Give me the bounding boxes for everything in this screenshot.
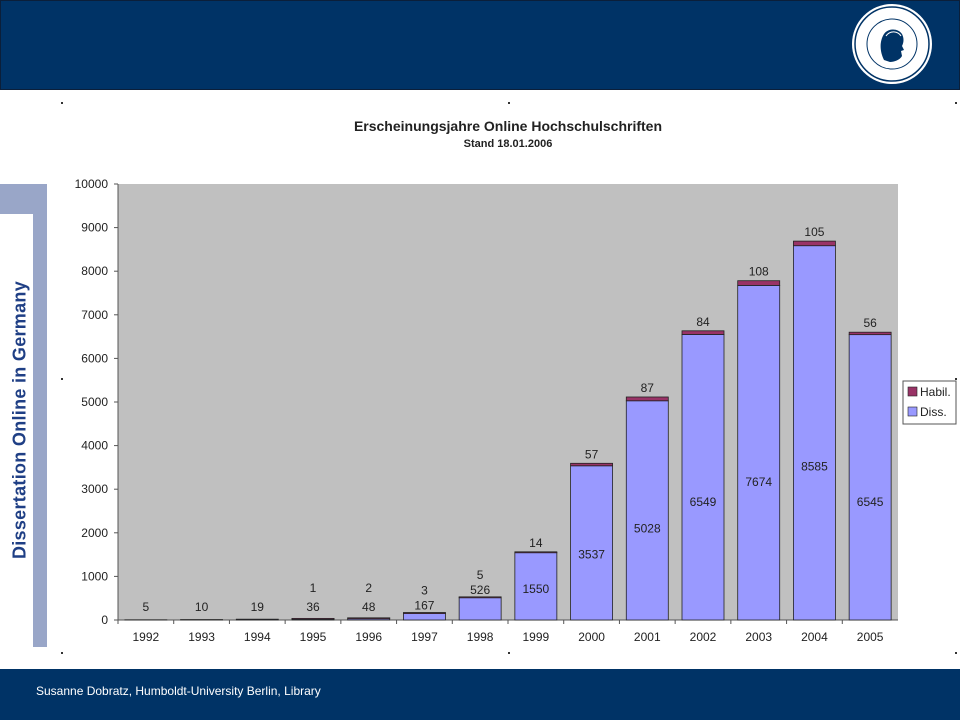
bar-habil: [681, 330, 725, 335]
x-tick-label: 2002: [690, 630, 717, 644]
data-label-habil: 84: [696, 315, 710, 329]
corner-dot: [61, 378, 63, 380]
bar-diss: [570, 465, 613, 621]
legend-swatch-diss: [907, 406, 918, 417]
y-tick-label: 5000: [81, 395, 108, 409]
bar-habil: [625, 396, 669, 402]
y-tick-label: 9000: [81, 221, 108, 235]
bar-habil: [793, 240, 836, 247]
bar-habil: [570, 462, 613, 467]
x-tick-label: 1996: [355, 630, 382, 644]
data-label-habil: 87: [641, 381, 655, 395]
x-tick-label: 1998: [467, 630, 494, 644]
bar-diss: [848, 334, 892, 621]
data-label-diss: 5028: [634, 521, 661, 535]
side-tab-bar: [33, 184, 47, 647]
legend-swatch-habil: [907, 386, 918, 397]
bar-habil: [458, 596, 502, 599]
footer-text: Susanne Dobratz, Humboldt-University Ber…: [36, 684, 321, 698]
corner-dot: [955, 652, 957, 654]
legend-label-diss: Diss.: [920, 405, 947, 419]
x-tick-label: 2004: [801, 630, 828, 644]
university-seal: [852, 4, 932, 84]
corner-dot: [508, 652, 510, 654]
legend-label-habil: Habil.: [920, 385, 951, 399]
chart-title: Erscheinungsjahre Online Hochschulschrif…: [354, 118, 662, 134]
data-label-diss: 5: [143, 600, 150, 614]
data-label-diss: 167: [414, 599, 434, 613]
x-tick-label: 2001: [634, 630, 661, 644]
bar-habil: [737, 280, 781, 286]
x-tick-label: 1993: [188, 630, 215, 644]
plot-background: [118, 184, 898, 620]
bar-habil: [403, 612, 446, 614]
y-tick-label: 8000: [81, 264, 108, 278]
bar-diss: [514, 552, 558, 621]
y-tick-label: 6000: [81, 351, 108, 365]
x-tick-label: 1995: [300, 630, 327, 644]
bar-diss: [737, 285, 781, 621]
data-label-diss: 48: [362, 600, 376, 614]
x-tick-label: 1997: [411, 630, 438, 644]
data-label-diss: 8585: [801, 459, 828, 473]
bar-habil: [347, 617, 391, 620]
x-tick-label: 2000: [578, 630, 605, 644]
bar-habil: [514, 551, 558, 554]
data-label-diss: 7674: [745, 475, 772, 489]
data-label-diss: 526: [470, 583, 490, 597]
y-tick-label: 0: [101, 613, 108, 627]
corner-dot: [61, 652, 63, 654]
x-tick-label: 2003: [745, 630, 772, 644]
data-label-habil: 1: [310, 581, 317, 595]
data-label-habil: 108: [749, 265, 769, 279]
data-label-diss: 6549: [690, 495, 717, 509]
data-label-diss: 6545: [857, 495, 884, 509]
bar-diss: [681, 334, 725, 621]
bar-diss: [458, 596, 502, 621]
data-label-habil: 14: [529, 536, 543, 550]
data-label-diss: 3537: [578, 547, 605, 561]
data-label-diss: 10: [195, 600, 209, 614]
data-label-diss: 1550: [523, 582, 550, 596]
plot-area: 0 1000 2000 3000 4000 5000 6000 7000 8000 9000 100…: [75, 177, 957, 644]
data-label-habil: 105: [804, 225, 824, 239]
bar-habil: [291, 617, 335, 620]
y-tick-label: 1000: [81, 569, 108, 583]
y-tick-label: 4000: [81, 439, 108, 453]
y-tick-label: 3000: [81, 482, 108, 496]
chart-subtitle: Stand 18.01.2006: [464, 138, 553, 150]
data-label-diss: 36: [306, 600, 320, 614]
x-tick-label: 1992: [133, 630, 160, 644]
bar-diss: [793, 245, 836, 621]
data-label-habil: 56: [863, 316, 877, 330]
x-tick-label: 1999: [523, 630, 550, 644]
bar-diss: [625, 400, 669, 621]
corner-dot: [955, 378, 957, 380]
corner-dot: [61, 102, 63, 104]
data-label-habil: 3: [421, 584, 428, 598]
data-label-habil: 57: [585, 447, 599, 461]
bar-diss: [235, 618, 279, 621]
x-tick-label: 2005: [857, 630, 884, 644]
y-tick-label: 2000: [81, 526, 108, 540]
footer-bar: [0, 669, 960, 720]
y-tick-label: 7000: [81, 308, 108, 322]
data-label-diss: 19: [251, 600, 265, 614]
corner-dot: [955, 102, 957, 104]
corner-dot: [508, 102, 510, 104]
data-label-habil: 5: [477, 568, 484, 582]
y-tick-label: 10000: [75, 177, 109, 191]
bar-habil: [848, 331, 892, 336]
x-tick-label: 1994: [244, 630, 271, 644]
header-bar: [0, 0, 960, 90]
data-label-habil: 2: [365, 581, 372, 595]
